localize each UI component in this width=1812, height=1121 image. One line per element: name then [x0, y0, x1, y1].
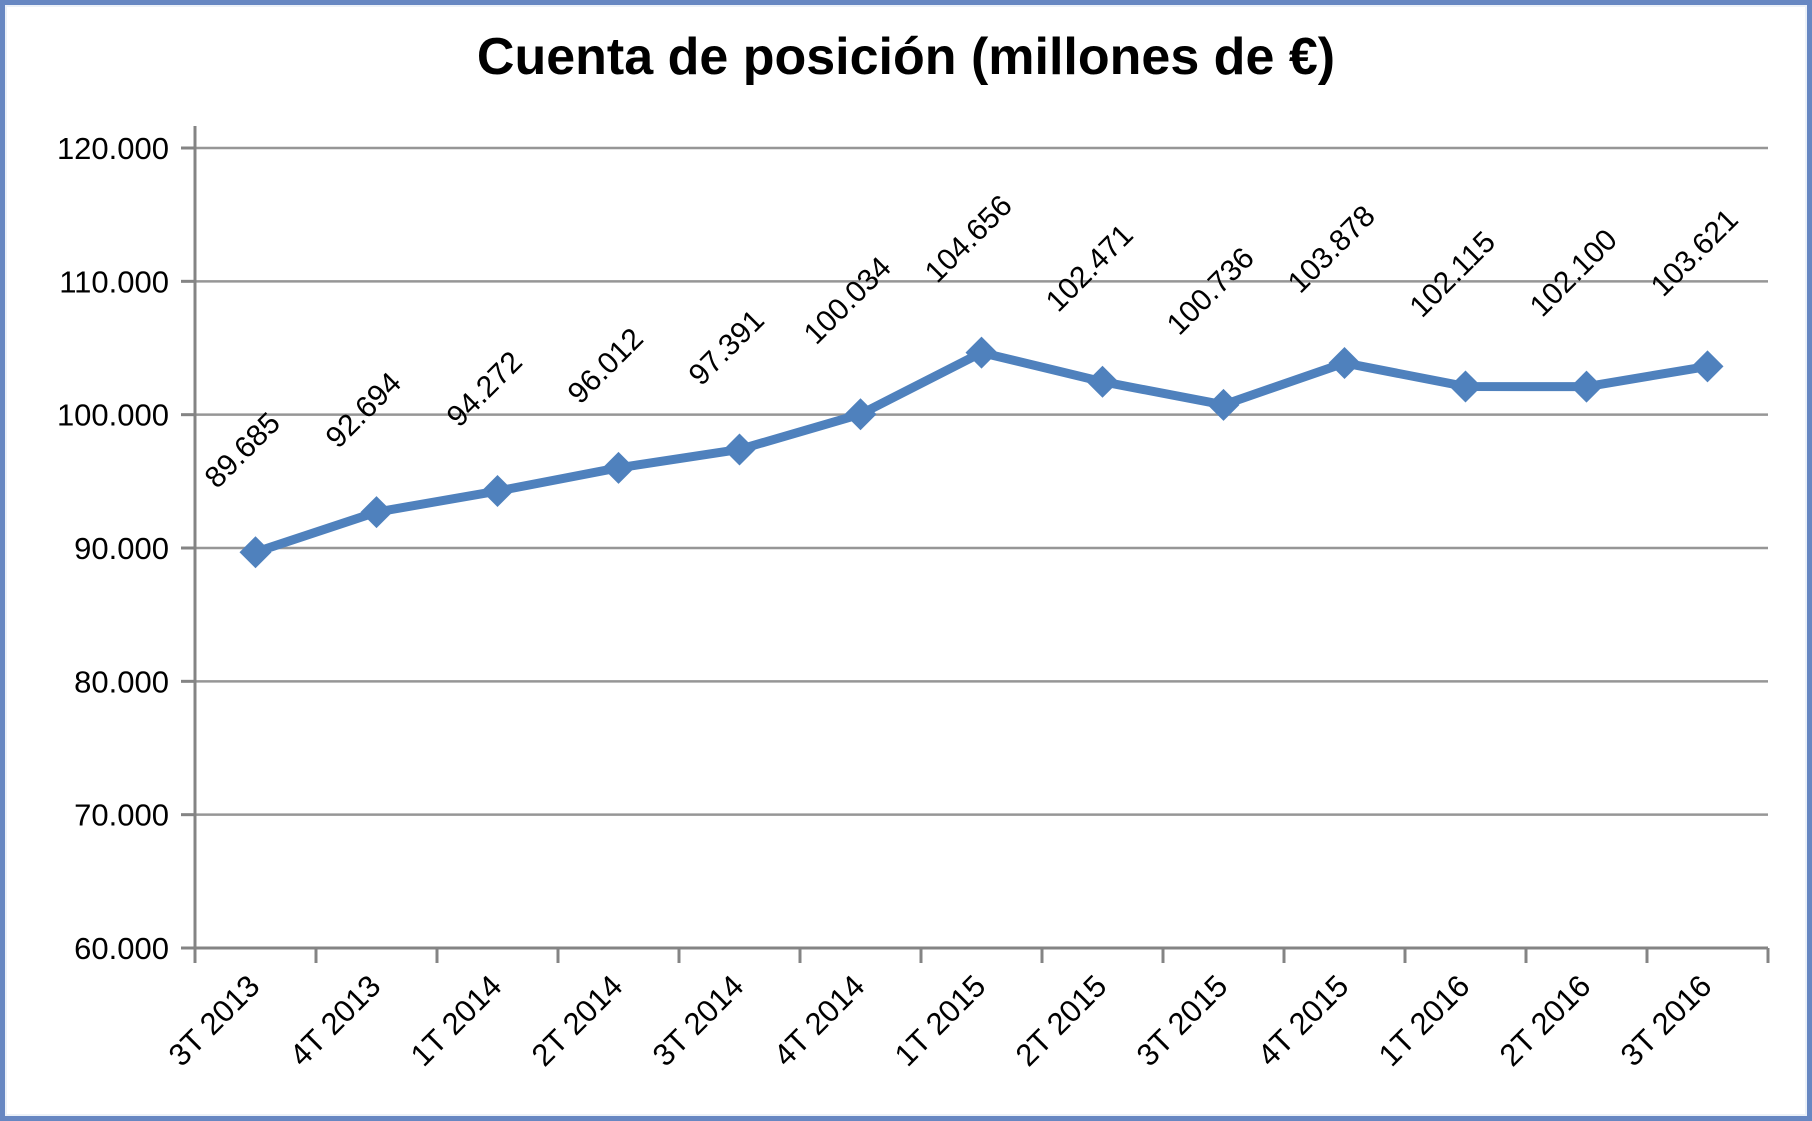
data-label: 92.694: [320, 366, 408, 454]
data-point-marker: [239, 536, 272, 569]
x-tick-label: 4T 2013: [283, 968, 388, 1073]
data-label: 89.685: [199, 406, 287, 494]
data-point-marker: [602, 451, 635, 484]
data-label: 97.391: [683, 304, 771, 392]
data-label: 94.272: [441, 345, 529, 433]
y-tick-label: 70.000: [74, 798, 169, 833]
x-tick-label: 3T 2015: [1130, 968, 1235, 1073]
data-point-marker: [481, 475, 514, 508]
data-label: 104.656: [919, 189, 1019, 289]
y-tick-label: 110.000: [59, 264, 169, 299]
x-tick-label: 3T 2014: [646, 968, 751, 1073]
y-tick-label: 100.000: [57, 398, 169, 433]
y-tick-label: 80.000: [74, 664, 169, 699]
x-tick-label: 2T 2015: [1009, 968, 1114, 1073]
data-label: 100.736: [1161, 241, 1261, 341]
data-label: 103.878: [1282, 199, 1382, 299]
data-label: 96.012: [562, 322, 650, 410]
data-label: 100.034: [798, 251, 898, 351]
line-chart-canvas: 60.000 70.000 80.000 90.000 100.000 110.000 12…: [57, 126, 1770, 1073]
data-point-marker: [1207, 388, 1240, 421]
y-tick-label: 120.000: [57, 131, 169, 166]
x-tick-label: 1T 2014: [404, 968, 509, 1073]
data-point-marker: [723, 433, 756, 466]
x-tick-label: 2T 2016: [1493, 968, 1598, 1073]
data-point-marker: [1328, 346, 1361, 379]
data-label: 103.621: [1645, 203, 1745, 303]
y-tick-label: 60.000: [74, 931, 169, 966]
x-tick-label: 1T 2015: [888, 968, 993, 1073]
x-tick-label: 3T 2013: [162, 968, 267, 1073]
data-point-marker: [965, 336, 998, 369]
y-tick-label: 90.000: [74, 531, 169, 566]
data-label: 102.100: [1524, 223, 1624, 323]
x-tick-label: 2T 2014: [525, 968, 630, 1073]
data-point-marker: [844, 398, 877, 431]
data-point-marker: [1691, 350, 1724, 383]
x-tick-label: 4T 2015: [1251, 968, 1356, 1073]
data-point-marker: [1570, 370, 1603, 403]
data-label: 102.471: [1040, 218, 1140, 318]
x-tick-label: 4T 2014: [767, 968, 872, 1073]
data-point-marker: [1449, 370, 1482, 403]
x-tick-label: 1T 2016: [1372, 968, 1477, 1073]
chart-title: Cuenta de posición (millones de €): [476, 28, 1336, 86]
data-point-marker: [1086, 365, 1119, 398]
data-label: 102.115: [1404, 225, 1502, 323]
data-point-marker: [360, 496, 393, 529]
x-tick-label: 3T 2016: [1614, 968, 1719, 1073]
